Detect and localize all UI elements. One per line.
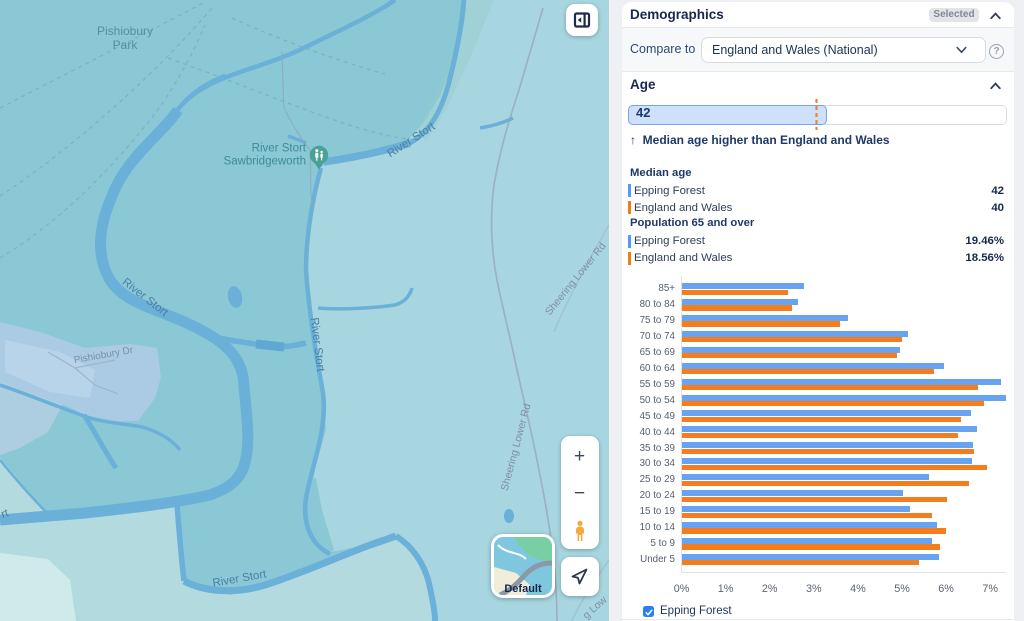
svg-text:Pishiobury: Pishiobury — [97, 24, 153, 38]
svg-text:Park: Park — [113, 38, 139, 52]
svg-text:River Stort: River Stort — [252, 143, 307, 155]
svg-text:Sawbridgeworth: Sawbridgeworth — [224, 156, 306, 168]
svg-text:rt: rt — [0, 507, 11, 521]
